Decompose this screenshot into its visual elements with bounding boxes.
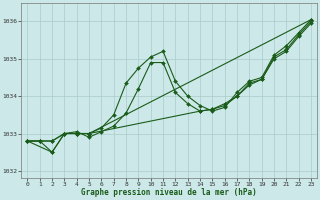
X-axis label: Graphe pression niveau de la mer (hPa): Graphe pression niveau de la mer (hPa) — [81, 188, 257, 197]
